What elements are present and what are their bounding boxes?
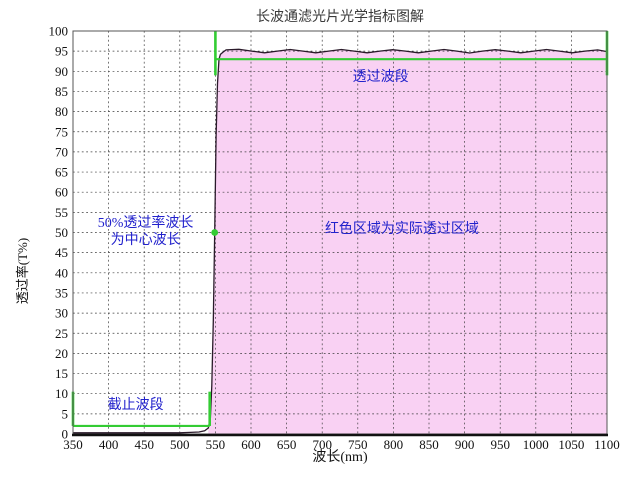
x-tick-label: 450 [134, 437, 154, 452]
y-tick-label: 100 [49, 24, 69, 39]
x-tick-label: 1050 [558, 437, 584, 452]
y-tick-label: 70 [55, 144, 68, 159]
chart-title: 长波通滤光片光学指标图解 [256, 10, 424, 25]
y-tick-label: 50 [55, 225, 68, 240]
y-axis-label: 透过率(T%) [15, 237, 30, 305]
y-tick-label: 15 [55, 366, 68, 381]
y-tick-label: 40 [55, 265, 68, 280]
x-tick-label: 400 [99, 437, 119, 452]
y-tick-label: 55 [55, 205, 68, 220]
x-tick-label: 550 [206, 437, 226, 452]
actual-region-label: 红色区域为实际透过区域 [324, 222, 479, 238]
x-tick-label: 850 [419, 437, 439, 452]
y-tick-label: 85 [55, 84, 68, 99]
transmission-region-fill [208, 49, 607, 435]
pass-band-label: 透过波段 [352, 70, 409, 86]
transmittance-curve [73, 48, 608, 434]
x-tick-label: 900 [455, 437, 475, 452]
x-tick-label: 1100 [594, 437, 620, 452]
x-tick-label: 600 [241, 437, 261, 452]
x-tick-label: 700 [312, 437, 332, 452]
y-tick-label: 65 [55, 165, 68, 180]
y-tick-label: 10 [55, 386, 68, 401]
x-tick-label: 1000 [523, 437, 549, 452]
y-tick-label: 30 [55, 306, 68, 321]
x-tick-label: 500 [170, 437, 190, 452]
center-wavelength-label-line1: 50%透过率波长 [97, 215, 194, 231]
x-tick-label: 800 [384, 437, 404, 452]
y-tick-label: 90 [55, 64, 68, 79]
y-tick-label: 75 [55, 124, 68, 139]
y-tick-label: 95 [55, 44, 68, 59]
y-tick-label: 60 [55, 185, 68, 200]
cutoff-band-label: 截止波段 [107, 397, 164, 413]
y-tick-label: 20 [55, 346, 68, 361]
center-wavelength-point [211, 229, 219, 236]
x-tick-label: 350 [63, 437, 83, 452]
x-tick-label: 650 [277, 437, 297, 452]
x-tick-label: 950 [490, 437, 510, 452]
x-axis-label: 波长(nm) [312, 450, 368, 465]
y-tick-label: 80 [55, 104, 68, 119]
y-tick-label: 5 [62, 406, 69, 421]
y-tick-label: 25 [55, 326, 68, 341]
y-tick-label: 0 [62, 427, 69, 442]
y-tick-label: 35 [55, 285, 68, 300]
center-wavelength-label: 50%透过率波长 为中心波长 [98, 215, 194, 251]
center-wavelength-label-line2: 为中心波长 [110, 233, 181, 249]
x-tick-label: 750 [348, 437, 368, 452]
y-tick-label: 45 [55, 245, 68, 260]
